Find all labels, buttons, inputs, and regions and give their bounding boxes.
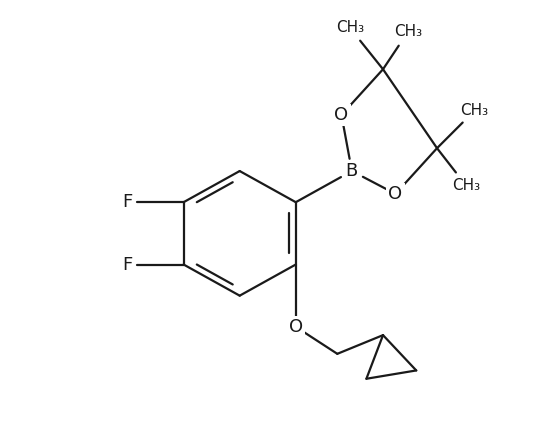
- Text: O: O: [334, 106, 349, 124]
- Text: CH₃: CH₃: [460, 103, 488, 118]
- Text: CH₃: CH₃: [336, 20, 364, 35]
- Text: CH₃: CH₃: [452, 178, 480, 193]
- Text: O: O: [388, 185, 403, 203]
- Text: CH₃: CH₃: [394, 24, 422, 39]
- Text: B: B: [346, 162, 358, 180]
- Text: O: O: [289, 318, 303, 336]
- Text: F: F: [123, 256, 133, 274]
- Text: F: F: [123, 193, 133, 211]
